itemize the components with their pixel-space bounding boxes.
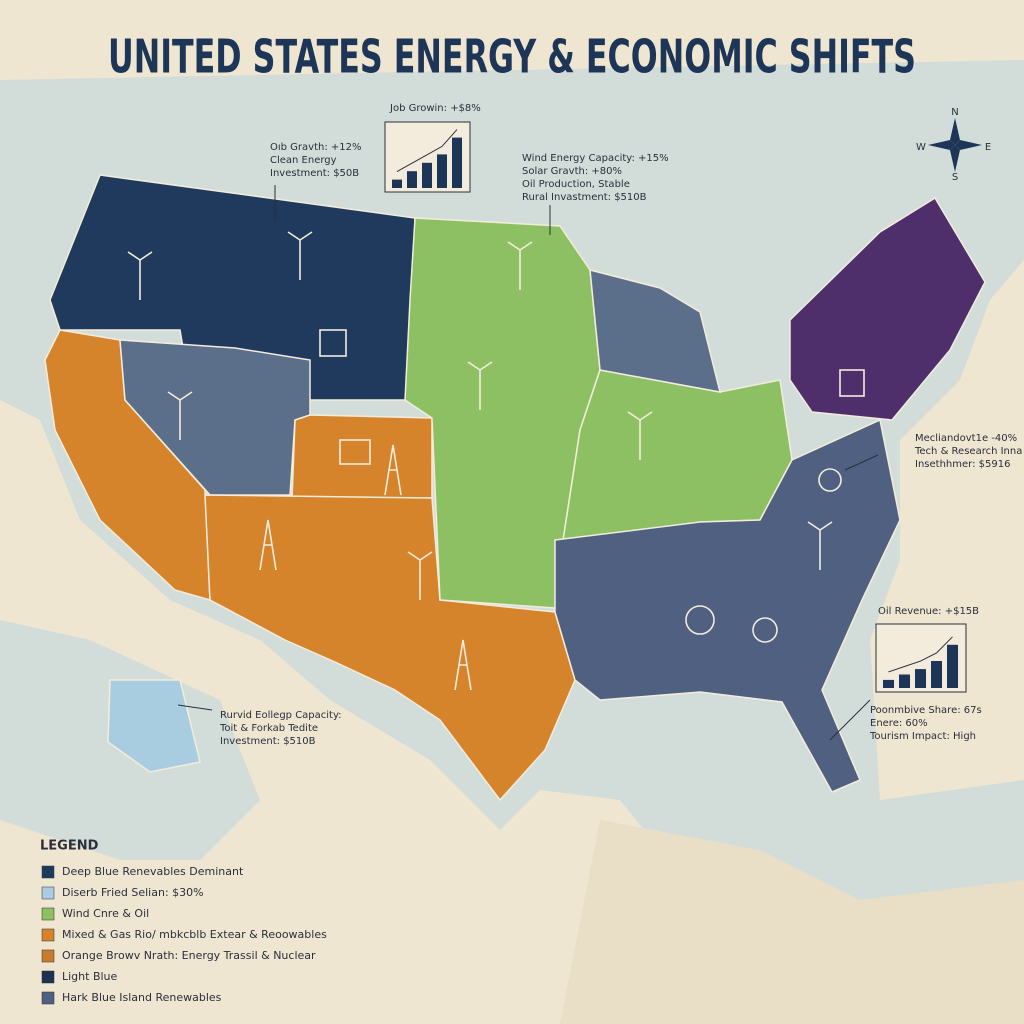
leader-line	[177, 704, 213, 711]
compass-needle	[950, 145, 960, 172]
legend-label: Light Blue	[62, 970, 118, 983]
annotation-text: Toit & Forkab Tedite	[219, 723, 318, 734]
annotation-text: Tech & Research Inna	[914, 446, 1022, 457]
mini-chart-bar	[931, 661, 942, 688]
annotation-text: Rurvid Eollegp Capacity:	[220, 710, 342, 721]
annotation-text: Wind Energy Capacity: +15%	[522, 153, 669, 164]
legend-label: Mixed & Gas Rio/ mbkcblb Extear & Reoowa…	[62, 928, 327, 941]
leader-line	[829, 699, 871, 741]
title: UNITED STATES ENERGY & ECONOMIC SHIFTS	[108, 30, 916, 84]
annotation-text: Solar Gravth: +80%	[522, 166, 622, 177]
region-colorado	[291, 414, 433, 501]
map-regions	[44, 174, 986, 802]
legend-swatch	[41, 949, 55, 963]
region-southeast	[554, 418, 901, 793]
compass-needle	[955, 140, 982, 150]
compass-label: N	[951, 107, 958, 118]
region-northeast	[789, 196, 986, 421]
leader-lines	[177, 185, 879, 741]
annotation-text: Rural Invastment: $510B	[522, 192, 647, 203]
mini-chart-trend	[888, 636, 953, 673]
compass-label: S	[952, 172, 958, 183]
land	[560, 820, 1024, 1024]
annotation-text: Poonmbive Share: 67s	[870, 705, 982, 716]
mini-chart-bar	[899, 674, 910, 688]
legend-label: Orange Browv Nrath: Energy Trassil & Nuc…	[62, 949, 316, 962]
mini-chart-bar	[947, 644, 958, 688]
mini-chart-bar	[883, 679, 894, 688]
legend-swatch	[41, 865, 55, 879]
legend-swatch	[41, 991, 55, 1005]
legend-label: Deep Blue Renevables Deminant	[62, 865, 244, 878]
mini-chart-bar	[392, 179, 402, 188]
compass-needle	[950, 118, 960, 145]
region-alaska	[107, 679, 201, 773]
energy-icons	[127, 231, 865, 691]
compass-label: E	[985, 142, 991, 153]
annotation-text: Mecliandovt1e -40%	[915, 433, 1017, 444]
annotation-text: Investment: $510B	[220, 736, 316, 747]
mini-chart-bar	[915, 669, 926, 688]
annotation-text: Investment: $50B	[270, 168, 359, 179]
legend-label: Wind Cnre & Oil	[62, 907, 149, 920]
legend-swatch	[41, 886, 55, 900]
mini-chart-trend	[396, 129, 458, 173]
compass: N E S W	[916, 107, 991, 183]
mini-chart-bar	[437, 154, 447, 188]
legend-swatch	[41, 970, 55, 984]
leader-line	[844, 454, 879, 471]
mini-chart-label: Job Growin: +$8%	[389, 103, 481, 114]
mini-chart-bar	[407, 171, 417, 188]
compass-label: W	[916, 142, 926, 153]
annotation-text: Insethhmer: $5916	[915, 459, 1010, 470]
legend-label: Diserb Fried Selian: $30%	[62, 886, 204, 899]
legend-title: LEGEND	[40, 839, 99, 854]
annotation-text: Clean Energy	[270, 155, 337, 166]
annotation-text: Tourism Impact: High	[869, 731, 976, 742]
annotation-text: Oil Production, Stable	[522, 179, 630, 190]
annotation-text: Oıb Gravth: +12%	[270, 142, 362, 153]
mini-chart-bar	[422, 162, 432, 188]
compass-needle	[928, 140, 955, 150]
mini-chart-label: Oil Revenue: +$15B	[878, 606, 979, 617]
region-great-lakes	[589, 269, 722, 393]
annotation-text: Enere: 60%	[870, 718, 928, 729]
legend-swatch	[41, 928, 55, 942]
mini-chart-bar	[452, 137, 462, 188]
legend-swatch	[41, 907, 55, 921]
legend-label: Hark Blue Island Renewables	[62, 991, 222, 1004]
